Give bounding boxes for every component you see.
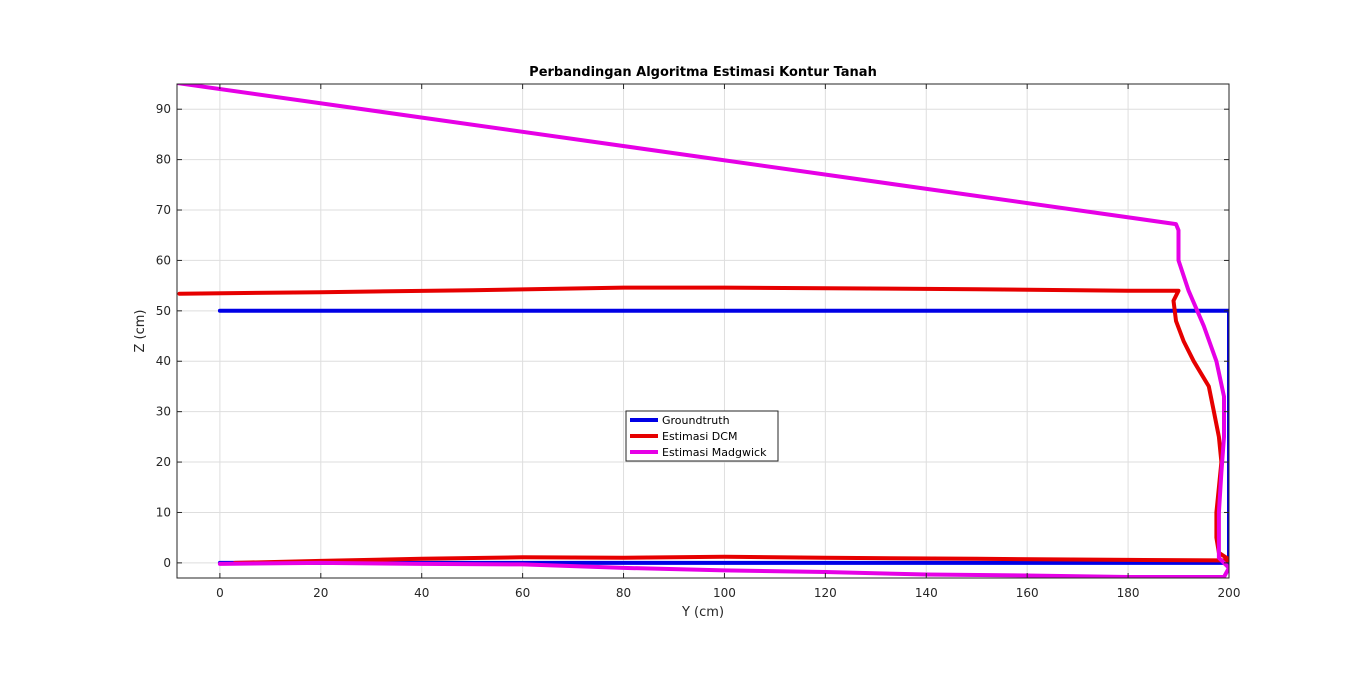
- x-tick-label: 40: [414, 586, 429, 600]
- x-tick-label: 200: [1218, 586, 1241, 600]
- y-tick-label: 60: [156, 253, 171, 267]
- series-line-1: [217, 308, 1229, 565]
- y-axis-label: Z (cm): [133, 310, 148, 353]
- y-tick-label: 30: [156, 405, 171, 419]
- y-tick-label: 70: [156, 203, 171, 217]
- legend: Groundtruth Estimasi DCM Estimasi Madgwick: [625, 410, 779, 462]
- y-tick-label: 10: [156, 505, 171, 519]
- x-tick-label: 160: [1016, 586, 1039, 600]
- x-tick-label: 140: [915, 586, 938, 600]
- legend-label: Estimasi Madgwick: [662, 446, 767, 459]
- x-tick-label: 120: [814, 586, 837, 600]
- ticks: 0 20 40 60 80 100 120 140 160 180 200 0 10 20 30 40 50 60…: [156, 84, 1241, 600]
- axes-box: [176, 83, 1230, 579]
- x-tick-label: 60: [515, 586, 530, 600]
- y-tick-label: 90: [156, 102, 171, 116]
- x-tick-label: 180: [1117, 586, 1140, 600]
- y-tick-label: 20: [156, 455, 171, 469]
- legend-label: Estimasi DCM: [662, 430, 737, 443]
- y-tick-label: 40: [156, 354, 171, 368]
- chart-title: Perbandingan Algoritma Estimasi Kontur T…: [529, 65, 877, 80]
- legend-label: Groundtruth: [662, 414, 730, 427]
- x-tick-label: 100: [713, 586, 736, 600]
- x-tick-label: 20: [313, 586, 328, 600]
- y-tick-label: 50: [156, 304, 171, 318]
- y-tick-label: 80: [156, 153, 171, 167]
- x-axis-label: Y (cm): [681, 605, 724, 620]
- y-tick-label: 0: [163, 556, 171, 570]
- x-tick-label: 0: [216, 586, 224, 600]
- x-tick-label: 80: [616, 586, 631, 600]
